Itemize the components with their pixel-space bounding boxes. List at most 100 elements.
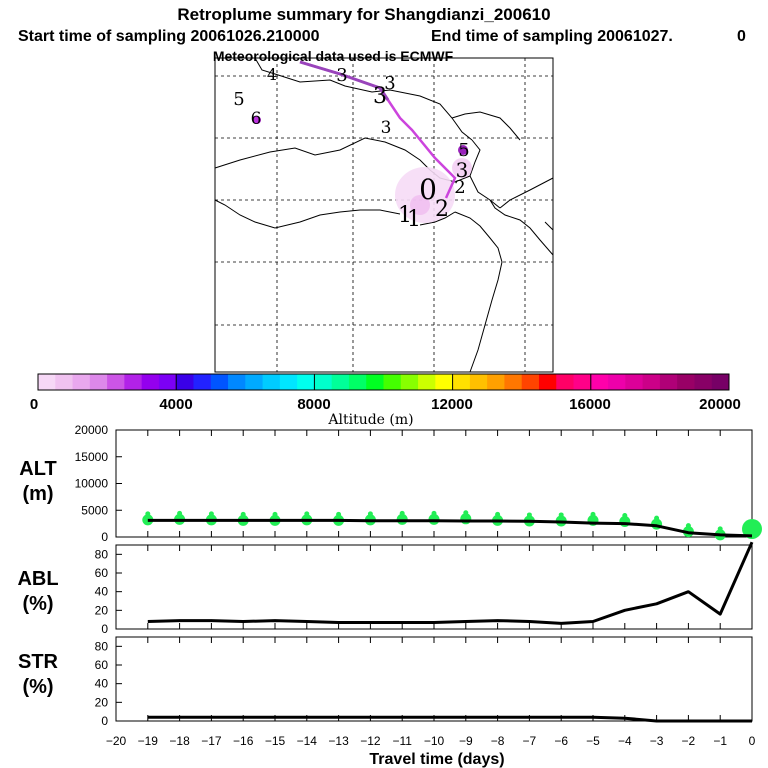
colorbar-swatch [590, 374, 609, 390]
colorbar-swatch [193, 374, 212, 390]
track-marker: 3 [384, 73, 395, 94]
colorbar-swatch [694, 374, 713, 390]
x-tick-label: −17 [201, 734, 222, 748]
y-tick-label: 40 [95, 677, 109, 691]
x-tick-label: 0 [749, 734, 756, 748]
x-tick-label: −7 [523, 734, 537, 748]
colorbar-swatch [279, 374, 298, 390]
retroplume-track-upper [299, 60, 390, 101]
track-marker: 3 [456, 158, 469, 182]
series-line [147, 541, 754, 625]
colorbar-tick: 16000 [569, 396, 611, 413]
altitude-dot [742, 518, 762, 539]
y-tick-label: 60 [95, 566, 109, 580]
colorbar-swatch [659, 374, 678, 390]
x-tick-label: −6 [554, 734, 568, 748]
colorbar-swatch [55, 374, 74, 390]
plume-core [452, 158, 472, 178]
colorbar-ticks: 0 4000 8000 12000 16000 20000 [30, 396, 741, 413]
chart-title: Retroplume summary for Shangdianzi_20061… [177, 5, 550, 24]
colorbar-swatch [297, 374, 315, 390]
colorbar-swatch [89, 374, 108, 390]
altitude-dot [685, 523, 691, 529]
colorbar-swatch [573, 374, 592, 390]
y-tick-label: 0 [101, 622, 108, 636]
x-tick-label: −14 [297, 734, 318, 748]
x-tick-label: −12 [360, 734, 381, 748]
track-marker-dot [458, 145, 468, 155]
plume-glow [395, 167, 455, 223]
y-tick-label: 0 [101, 530, 108, 544]
altitude-dot [431, 510, 437, 516]
track-marker: 3 [336, 65, 347, 86]
colorbar-swatch [711, 374, 730, 390]
altitude-dot [240, 511, 246, 517]
track-marker: 1 [407, 207, 421, 232]
colorbar-swatch [418, 374, 436, 390]
x-axis-ticks: −20 −19 −18 −17 −16 −15 −14 −13 −12 −11 −10 −9 −8 −7−… [106, 734, 756, 748]
y-tick-label: 10000 [75, 477, 109, 491]
y-tick-label: 15000 [75, 450, 109, 464]
altitude-dot [717, 526, 723, 532]
x-tick-label: −16 [233, 734, 254, 748]
colorbar-swatch [176, 374, 194, 390]
x-tick-label: −19 [138, 734, 159, 748]
time-series-panels: 0 5000 10000 15000 20000 0 20 40 60 80 0 20 40 60 80 [75, 423, 762, 728]
colorbar-swatch [504, 374, 523, 390]
colorbar-swatch [625, 374, 644, 390]
x-tick-label: −13 [328, 734, 349, 748]
x-axis-label: Travel time (days) [369, 751, 504, 768]
x-tick-label: −10 [424, 734, 445, 748]
altitude-dot [495, 511, 501, 517]
track-marker: 6 [251, 109, 262, 129]
y-tick-label: 20 [95, 603, 109, 617]
colorbar-tick: 12000 [431, 396, 473, 413]
track-marker-dot [253, 116, 261, 124]
altitude-dot [654, 515, 660, 521]
y-tick-label: 40 [95, 585, 109, 599]
colorbar-tick: 20000 [699, 396, 741, 413]
colorbar-swatch [452, 374, 471, 390]
colorbar-swatch [383, 374, 402, 390]
map-frame [214, 57, 554, 373]
x-tick-label: −2 [682, 734, 696, 748]
colorbar-frame [37, 373, 730, 391]
panel-frame [115, 636, 753, 722]
colorbar-swatch [642, 374, 661, 390]
track-marker: 2 [454, 177, 465, 198]
y-tick-label: 5000 [81, 503, 108, 517]
track-marker: 1 [398, 203, 412, 228]
track-markers: 4 5 6 3 3 3 3 5 3 2 0 2 1 1 [233, 65, 469, 232]
altitude-dot [399, 510, 405, 516]
y-tick-label: 20000 [75, 423, 109, 437]
x-tick-label: −8 [491, 734, 505, 748]
x-tick-label: −5 [586, 734, 600, 748]
colorbar-tick: 4000 [159, 396, 192, 413]
colorbar-swatch [228, 374, 246, 390]
colorbar-swatch [141, 374, 160, 390]
x-tick-label: −9 [459, 734, 473, 748]
colorbar-swatch [538, 374, 557, 390]
colorbar-tick: 0 [30, 396, 38, 413]
colorbar-swatch [158, 374, 177, 390]
alt-panel-label: ALT [19, 458, 56, 480]
colorbar-swatch [38, 374, 56, 390]
colorbar-swatch [677, 374, 695, 390]
start-time-label: Start time of sampling 20061026.210000 [18, 28, 320, 45]
colorbar-swatch [435, 374, 454, 390]
y-tick-label: 80 [95, 639, 109, 653]
altitude-dot [336, 511, 342, 517]
colorbar-swatch [487, 374, 505, 390]
altitude-dot [208, 511, 214, 517]
panel-frame [115, 544, 753, 630]
colorbar-swatch [262, 374, 281, 390]
x-tick-label: −3 [650, 734, 664, 748]
colorbar-swatch [331, 374, 350, 390]
colorbar-label: Altitude (m) [327, 412, 413, 428]
alt-panel-unit: (m) [22, 483, 53, 505]
track-marker: 4 [267, 65, 277, 84]
colorbar-swatch [521, 374, 540, 390]
x-tick-label: −18 [169, 734, 190, 748]
track-marker: 3 [373, 84, 387, 109]
map-borders [214, 57, 554, 373]
